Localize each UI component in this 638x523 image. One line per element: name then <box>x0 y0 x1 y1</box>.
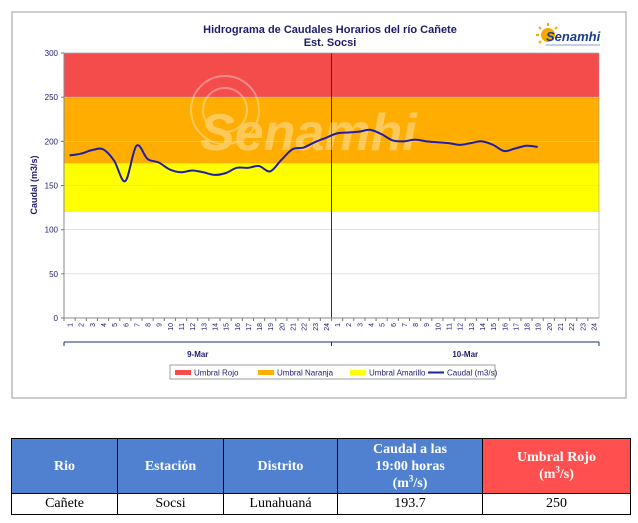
y-axis-label: Caudal (m3/s) <box>29 155 39 214</box>
watermark: Senamhi <box>190 75 418 162</box>
x-tick-label: 8 <box>413 323 420 327</box>
sun-icon <box>536 23 558 44</box>
legend-swatch <box>175 370 191 375</box>
x-tick-label: 14 <box>212 323 219 331</box>
y-tick-label: 50 <box>49 270 58 279</box>
day-group-label: 10-Mar <box>452 350 478 359</box>
legend-label: Umbral Amarillo <box>369 369 426 378</box>
x-tick-label: 10 <box>168 323 175 331</box>
x-tick-label: 23 <box>313 323 320 331</box>
watermark-text: Senamhi <box>200 104 418 162</box>
y-tick-label: 250 <box>45 93 59 102</box>
x-tick-label: 11 <box>447 323 454 330</box>
header-caudal-unit: (m3/s) <box>392 472 428 491</box>
header-rio: Rio <box>11 438 118 494</box>
x-tick-label: 24 <box>324 323 331 331</box>
chart-title: Hidrograma de Caudales Horarios del río … <box>203 24 457 36</box>
x-tick-label: 17 <box>513 323 520 331</box>
x-tick-label: 6 <box>391 323 398 327</box>
x-tick-label: 2 <box>346 323 353 327</box>
x-tick-label: 3 <box>90 323 97 327</box>
x-tick-label: 17 <box>246 323 253 331</box>
legend-box <box>169 364 496 380</box>
header-caudal-line2: 19:00 horas <box>375 458 445 474</box>
x-tick-label: 22 <box>569 323 576 331</box>
x-tick-label: 9 <box>157 323 164 327</box>
header-estacion: Estación <box>117 438 224 494</box>
header-umbral-rojo: Umbral Rojo (m3/s) <box>482 438 631 494</box>
senamhi-logo: Senamhi <box>536 23 601 46</box>
x-tick-label: 14 <box>480 323 487 331</box>
legend-swatch <box>350 370 366 375</box>
legend-label: Caudal (m3/s) <box>447 369 498 378</box>
info-table-wrapper: Rio Estación Distrito Caudal a las 19:00… <box>11 438 631 515</box>
x-tick-label: 18 <box>257 323 264 331</box>
x-tick-label: 8 <box>146 323 153 327</box>
x-tick-label: 22 <box>302 323 309 331</box>
x-tick-label: 3 <box>357 323 364 327</box>
x-tick-label: 21 <box>558 323 565 331</box>
x-tick-label: 12 <box>190 323 197 331</box>
x-tick-label: 19 <box>268 323 275 331</box>
chart-subtitle: Est. Socsi <box>304 37 357 49</box>
x-tick-label: 2 <box>79 323 86 327</box>
x-tick-label: 4 <box>101 323 108 327</box>
x-tick-label: 16 <box>502 323 509 331</box>
x-tick-label: 9 <box>424 323 431 327</box>
day-group-label: 9-Mar <box>187 350 208 359</box>
x-tick-label: 5 <box>380 323 387 327</box>
cell-umbral-rojo: 250 <box>482 493 631 515</box>
y-tick-label: 200 <box>45 137 59 146</box>
x-tick-label: 1 <box>335 323 342 327</box>
info-table: Rio Estación Distrito Caudal a las 19:00… <box>11 438 631 515</box>
y-tick-label: 300 <box>45 49 59 58</box>
watermark-sun-icon <box>190 75 260 145</box>
x-tick-label: 12 <box>458 323 465 331</box>
cell-caudal: 193.7 <box>337 493 483 515</box>
x-tick-label: 11 <box>179 323 186 330</box>
header-umbral-unit: (m3/s) <box>539 464 574 482</box>
x-tick-label: 21 <box>290 323 297 331</box>
cell-estacion: Socsi <box>117 493 224 515</box>
x-tick-label: 15 <box>491 323 498 331</box>
x-tick-label: 20 <box>279 323 286 331</box>
x-tick-label: 13 <box>201 323 208 331</box>
x-tick-label: 7 <box>134 323 141 327</box>
x-tick-label: 19 <box>536 323 543 331</box>
series-line-caudal <box>69 128 538 183</box>
legend-swatch <box>258 370 274 375</box>
x-tick-label: 7 <box>402 323 409 327</box>
table-row: Cañete Socsi Lunahuaná 193.7 250 <box>11 493 631 515</box>
legend-label: Umbral Naranja <box>277 369 334 378</box>
x-tick-label: 20 <box>547 323 554 331</box>
header-caudal-line1: Caudal a las <box>373 441 447 457</box>
hydrograph-chart: Hidrograma de Caudales Horarios del río … <box>11 11 627 399</box>
x-tick-label: 13 <box>469 323 476 331</box>
x-tick-label: 4 <box>369 323 376 327</box>
cell-rio: Cañete <box>11 493 118 515</box>
x-tick-label: 5 <box>112 323 119 327</box>
header-distrito: Distrito <box>223 438 338 494</box>
legend-label: Umbral Rojo <box>194 369 239 378</box>
x-tick-label: 6 <box>123 323 130 327</box>
y-tick-label: 100 <box>45 226 59 235</box>
table-header-row: Rio Estación Distrito Caudal a las 19:00… <box>11 438 631 494</box>
x-tick-label: 16 <box>235 323 242 331</box>
x-tick-label: 10 <box>435 323 442 331</box>
x-tick-label: 23 <box>580 323 587 331</box>
legend: Umbral Rojo Umbral Naranja Umbral Amarillo… <box>169 364 498 380</box>
grid <box>64 52 599 318</box>
cell-distrito: Lunahuaná <box>223 493 338 515</box>
y-tick-label: 150 <box>45 182 59 191</box>
x-tick-label: 1 <box>68 323 75 327</box>
y-tick-label: 0 <box>54 314 59 323</box>
logo-text: Senamhi <box>546 29 601 44</box>
header-umbral-line1: Umbral Rojo <box>517 450 596 465</box>
x-tick-label: 15 <box>224 323 231 331</box>
x-tick-label: 18 <box>525 323 532 331</box>
series-layer <box>69 128 538 183</box>
header-caudal: Caudal a las 19:00 horas (m3/s) <box>337 438 483 494</box>
x-tick-label: 24 <box>591 323 598 331</box>
